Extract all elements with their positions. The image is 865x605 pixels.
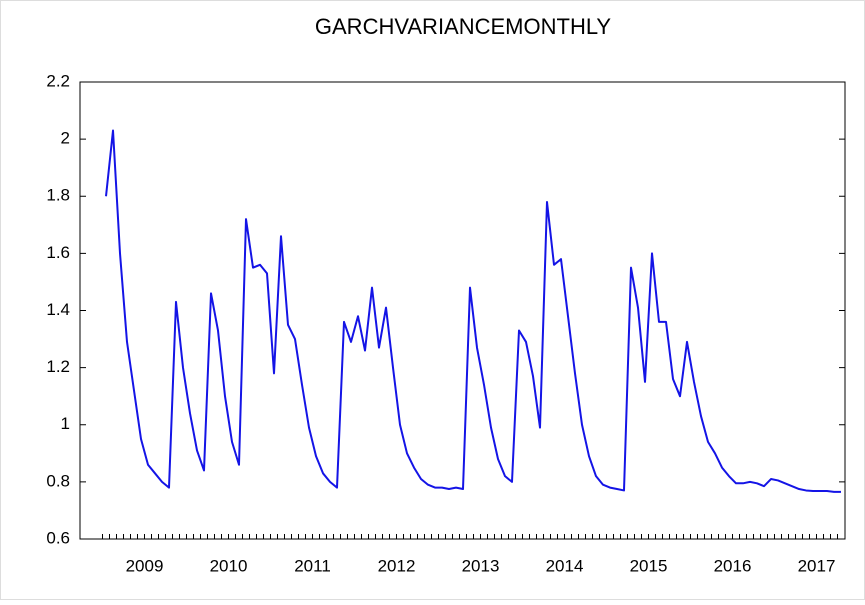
chart-title: GARCHVARIANCEMONTHLY xyxy=(315,14,612,39)
x-tick-label: 2014 xyxy=(546,556,584,575)
y-tick-label: 1.8 xyxy=(46,186,70,205)
y-tick-label: 0.8 xyxy=(46,471,70,490)
y-tick-label: 0.6 xyxy=(46,528,70,547)
y-tick-label: 1.2 xyxy=(46,357,70,376)
x-tick-label: 2011 xyxy=(294,556,331,575)
x-tick-label: 2017 xyxy=(798,556,836,575)
y-tick-label: 1 xyxy=(61,414,70,433)
x-tick-label: 2016 xyxy=(714,556,752,575)
series-line xyxy=(105,129,841,493)
x-tick-label: 2013 xyxy=(462,556,500,575)
y-tick-label: 1.4 xyxy=(46,300,70,319)
x-tick-label: 2015 xyxy=(630,556,668,575)
y-tick-label: 2.2 xyxy=(46,71,70,90)
x-tick-label: 2012 xyxy=(378,556,416,575)
y-tick-label: 2 xyxy=(61,129,70,148)
y-tick-label: 1.6 xyxy=(46,243,70,262)
x-tick-label: 2009 xyxy=(126,556,164,575)
x-tick-label: 2010 xyxy=(210,556,248,575)
